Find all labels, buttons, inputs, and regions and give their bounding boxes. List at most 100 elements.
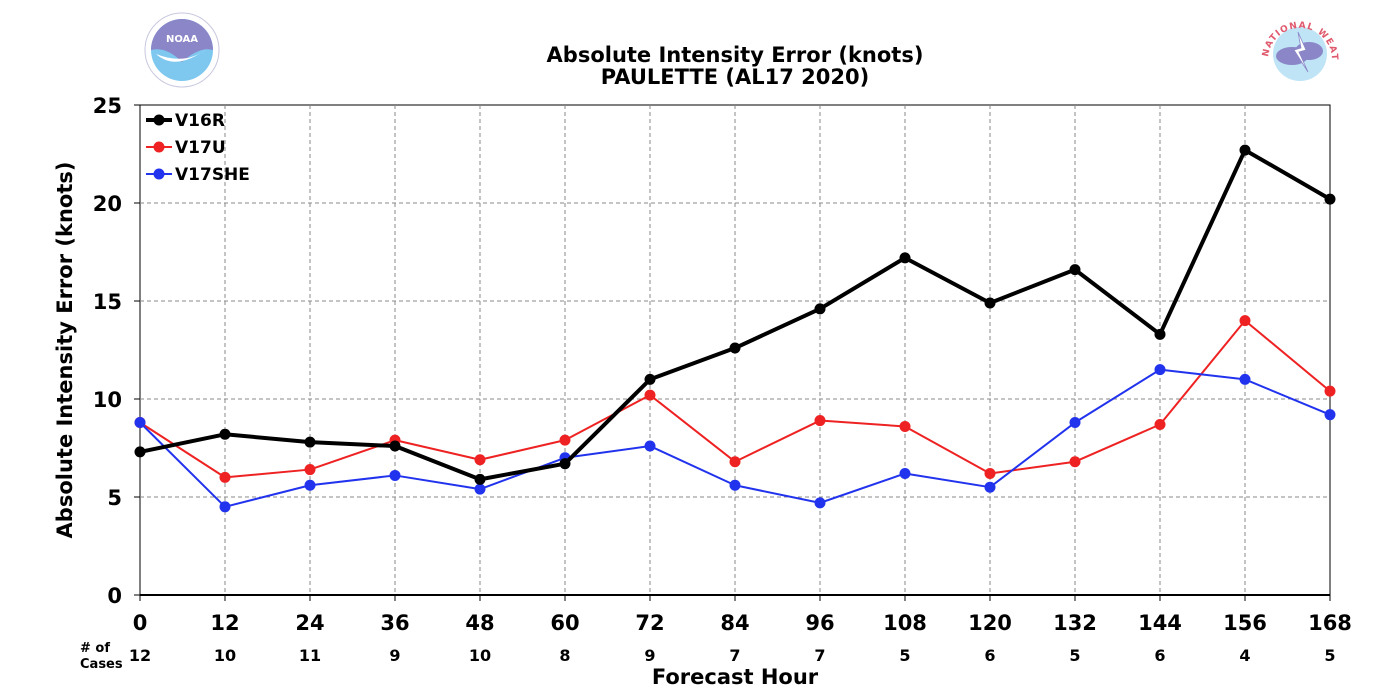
- legend-entry-v16r: V16R: [146, 111, 225, 131]
- point-v16r-84: [729, 342, 741, 354]
- cases-count-13: 4: [1239, 646, 1250, 665]
- nws-logo: NATIONAL WEATHER SERVICE: [1261, 18, 1338, 90]
- point-v16r-72: [644, 373, 656, 385]
- point-v17u-84: [729, 456, 741, 468]
- cases-count-14: 5: [1324, 646, 1335, 665]
- cases-count-4: 10: [469, 646, 491, 665]
- cases-count-6: 9: [644, 646, 655, 665]
- chart-title: Absolute Intensity Error (knots): [547, 43, 924, 67]
- y-tick-label-0: 0: [107, 584, 122, 608]
- point-v17u-12: [219, 471, 231, 483]
- legend-swatch-marker: [153, 141, 165, 153]
- cases-count-8: 7: [814, 646, 825, 665]
- cases-count-5: 8: [559, 646, 570, 665]
- point-v17she-0: [134, 417, 146, 429]
- y-axis-label: Absolute Intensity Error (knots): [53, 162, 77, 539]
- point-v17she-108: [899, 467, 911, 479]
- point-v16r-24: [304, 436, 316, 448]
- x-tick-label-7: 84: [720, 611, 749, 635]
- legend-entry-v17she: V17SHE: [146, 165, 250, 185]
- point-v17u-168: [1324, 385, 1336, 397]
- y-tick-label-4: 20: [93, 192, 122, 216]
- point-v16r-144: [1154, 328, 1166, 340]
- point-v17she-156: [1239, 373, 1251, 385]
- legend-label: V17U: [175, 138, 226, 158]
- y-tick-label-1: 5: [107, 486, 122, 510]
- x-tick-label-14: 168: [1308, 611, 1352, 635]
- cases-row: 12 10 11 9 10 8 9 7 7 5 6 5 6 4 5: [129, 646, 1336, 665]
- point-v17u-48: [474, 454, 486, 466]
- point-v17u-156: [1239, 315, 1251, 327]
- point-v17she-12: [219, 501, 231, 513]
- cases-count-0: 12: [129, 646, 151, 665]
- point-v16r-120: [984, 297, 996, 309]
- point-v17she-96: [814, 497, 826, 509]
- x-tick-label-1: 12: [210, 611, 239, 635]
- legend-label: V17SHE: [175, 165, 250, 185]
- cases-count-2: 11: [299, 646, 321, 665]
- chart-subtitle: PAULETTE (AL17 2020): [601, 65, 869, 89]
- y-tick-labels: 0 5 10 15 20 25: [93, 94, 140, 608]
- x-tick-label-6: 72: [635, 611, 664, 635]
- point-v17u-24: [304, 464, 316, 476]
- point-v16r-156: [1239, 144, 1251, 156]
- y-tick-label-5: 25: [93, 94, 122, 118]
- point-v16r-36: [389, 440, 401, 452]
- point-v17u-96: [814, 415, 826, 427]
- point-v17she-36: [389, 469, 401, 481]
- legend-swatch-marker: [153, 114, 165, 126]
- cases-count-9: 5: [899, 646, 910, 665]
- point-v16r-0: [134, 446, 146, 458]
- point-v16r-108: [899, 252, 911, 264]
- y-tick-label-3: 15: [93, 290, 122, 314]
- cases-count-7: 7: [729, 646, 740, 665]
- x-tick-label-9: 108: [883, 611, 927, 635]
- series-layer: [134, 144, 1336, 513]
- point-v17she-144: [1154, 364, 1166, 376]
- x-tick-label-5: 60: [550, 611, 579, 635]
- point-v17she-24: [304, 479, 316, 491]
- series-v16r: [134, 144, 1336, 485]
- cases-label-line2: Cases: [80, 657, 123, 672]
- series-v17she: [134, 364, 1336, 513]
- point-v16r-48: [474, 473, 486, 485]
- cases-count-12: 6: [1154, 646, 1165, 665]
- point-v17u-144: [1154, 418, 1166, 430]
- point-v16r-60: [559, 458, 571, 470]
- point-v17she-48: [474, 483, 486, 495]
- cases-count-1: 10: [214, 646, 236, 665]
- legend-label: V16R: [175, 111, 225, 131]
- x-tick-label-8: 96: [805, 611, 834, 635]
- point-v16r-12: [219, 428, 231, 440]
- point-v17u-60: [559, 434, 571, 446]
- legend: V16R V17U V17SHE: [146, 111, 250, 185]
- svg-text:NOAA: NOAA: [166, 34, 198, 45]
- legend-swatch-marker: [153, 168, 165, 180]
- x-tick-label-12: 144: [1138, 611, 1182, 635]
- point-v17u-72: [644, 389, 656, 401]
- x-tick-label-10: 120: [968, 611, 1012, 635]
- point-v17u-108: [899, 420, 911, 432]
- point-v17she-84: [729, 479, 741, 491]
- x-axis-label: Forecast Hour: [652, 665, 819, 689]
- point-v17she-132: [1069, 417, 1081, 429]
- noaa-logo: NOAA: [144, 12, 220, 88]
- x-tick-label-2: 24: [295, 611, 324, 635]
- legend-entry-v17u: V17U: [146, 138, 226, 158]
- point-v17she-72: [644, 440, 656, 452]
- point-v17she-168: [1324, 409, 1336, 421]
- y-tick-label-2: 10: [93, 388, 122, 412]
- point-v16r-96: [814, 303, 826, 315]
- x-tick-label-0: 0: [133, 611, 148, 635]
- point-v16r-168: [1324, 193, 1336, 205]
- x-tick-label-4: 48: [465, 611, 494, 635]
- point-v17u-132: [1069, 456, 1081, 468]
- x-tick-labels: 0 12 24 36 48 60 72 84 96 108 120 132 144 156 168: [133, 595, 1352, 635]
- x-tick-label-13: 156: [1223, 611, 1267, 635]
- cases-count-11: 5: [1069, 646, 1080, 665]
- x-tick-label-3: 36: [380, 611, 409, 635]
- cases-label-line1: # of: [80, 641, 110, 656]
- cases-count-3: 9: [389, 646, 400, 665]
- point-v16r-132: [1069, 264, 1081, 276]
